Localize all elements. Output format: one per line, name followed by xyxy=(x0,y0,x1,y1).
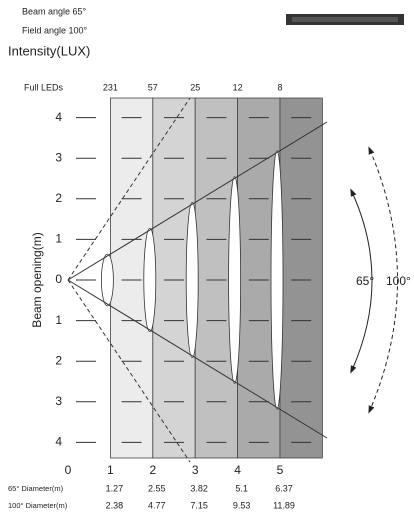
leds-label: Full LEDs xyxy=(24,82,64,92)
field-angle-label: 100° xyxy=(386,274,411,288)
diameter-label: 65° Diameter(m) xyxy=(8,484,64,493)
y-axis-label: Beam opening(m) xyxy=(30,232,44,327)
beam-angle: Beam angle 65° xyxy=(22,6,87,16)
x-tick-label: 1 xyxy=(107,463,114,477)
x-tick-label: 3 xyxy=(192,463,199,477)
y-tick-label: 4 xyxy=(55,435,62,449)
y-tick-label: 2 xyxy=(55,353,62,367)
led-value: 231 xyxy=(103,82,118,92)
y-tick-label: 3 xyxy=(55,394,62,408)
intensity-band xyxy=(279,97,323,459)
y-tick-label: 0 xyxy=(55,272,62,286)
field-arc xyxy=(368,146,398,414)
field-line xyxy=(67,97,191,281)
diameter-value: 2.38 xyxy=(106,500,124,510)
fixture-image xyxy=(286,14,404,25)
diameter-value: 11.89 xyxy=(273,500,295,510)
field-line xyxy=(67,279,191,463)
diameter-value: 9.53 xyxy=(233,500,251,510)
x-tick-label: 4 xyxy=(234,463,241,477)
diameter-value: 2.55 xyxy=(148,483,166,493)
led-value: 25 xyxy=(190,82,200,92)
beam-angle-label: 65° xyxy=(356,274,374,288)
y-tick-label: 3 xyxy=(55,150,62,164)
beam-lens xyxy=(270,150,284,410)
y-tick-label: 1 xyxy=(55,313,62,327)
beam-lens xyxy=(143,227,157,333)
diameter-value: 7.15 xyxy=(190,500,208,510)
diameter-value: 4.77 xyxy=(148,500,166,510)
beam-lens xyxy=(185,202,199,358)
beam-line xyxy=(67,279,328,439)
diameter-value: 1.27 xyxy=(106,483,124,493)
diameter-value: 5.1 xyxy=(235,483,248,493)
field-angle: Field angle 100° xyxy=(22,25,88,35)
y-tick-label: 4 xyxy=(55,110,62,124)
diameter-value: 6.37 xyxy=(275,483,293,493)
diameter-value: 3.82 xyxy=(190,483,208,493)
led-value: 8 xyxy=(277,82,282,92)
x-tick-label: 2 xyxy=(149,463,156,477)
beam-line xyxy=(67,121,328,281)
y-tick-label: 2 xyxy=(55,191,62,205)
x-tick-label: 0 xyxy=(65,463,72,477)
beam-lens xyxy=(228,176,242,384)
x-tick-label: 5 xyxy=(277,463,284,477)
led-value: 57 xyxy=(148,82,158,92)
beam-lens xyxy=(101,253,114,307)
y-tick-label: 1 xyxy=(55,232,62,246)
led-value: 12 xyxy=(233,82,243,92)
title: Intensity(LUX) xyxy=(8,43,90,58)
diameter-label: 100° Diameter(m) xyxy=(8,501,68,510)
